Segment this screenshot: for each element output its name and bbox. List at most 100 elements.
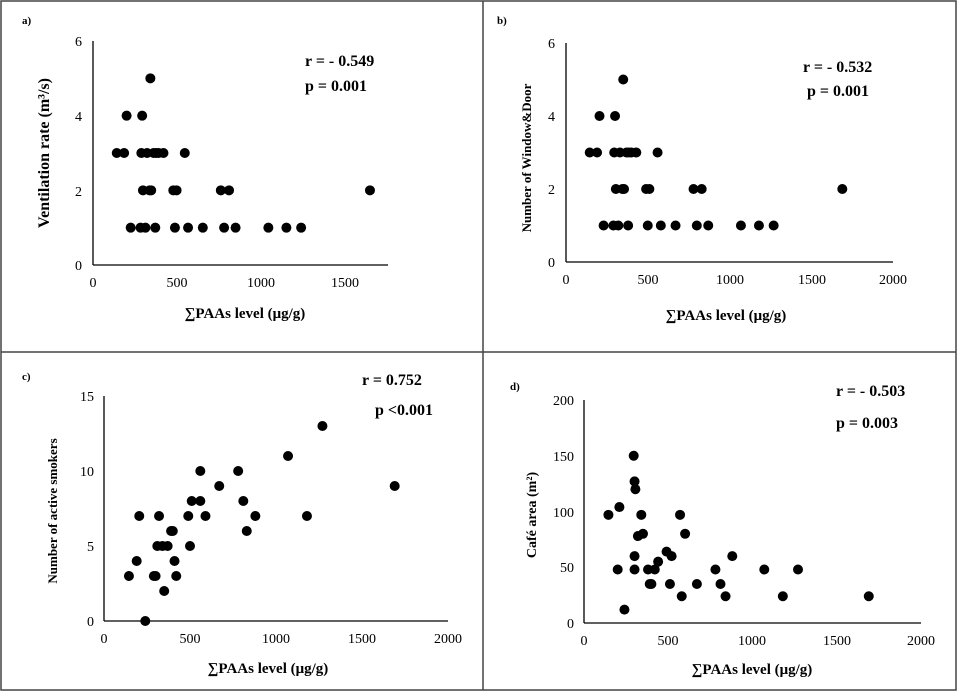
data-point	[183, 511, 194, 521]
data-point	[759, 564, 770, 575]
data-point	[214, 481, 225, 491]
x-tick-label: 0	[563, 273, 570, 288]
data-point	[630, 484, 641, 495]
data-point	[629, 564, 640, 575]
data-point	[691, 220, 702, 231]
data-point	[364, 185, 375, 196]
panel-c: c) 0 5 10 15 0 500 1000 1500 2000 ∑PAAs …	[22, 371, 462, 677]
y-axis-label: Café area (m²)	[525, 471, 540, 558]
data-point	[233, 466, 244, 476]
x-tick-label: 1000	[247, 276, 275, 291]
data-point	[715, 578, 726, 589]
data-points	[603, 450, 874, 615]
x-tick-label: 0	[101, 632, 108, 647]
data-point	[664, 578, 675, 589]
r-value: r = - 0.549	[305, 53, 374, 70]
data-point	[613, 220, 624, 231]
y-tick-label: 4	[548, 110, 555, 125]
data-point	[195, 466, 206, 476]
x-tick-label: 2000	[907, 634, 935, 649]
x-tick-label: 1500	[348, 632, 376, 647]
data-point	[603, 509, 614, 520]
data-point	[150, 571, 161, 581]
y-tick-label: 150	[553, 450, 574, 465]
data-point	[636, 509, 647, 520]
data-point	[162, 541, 173, 551]
x-axis-label: ∑PAAs level (μg/g)	[185, 306, 306, 322]
data-point	[727, 551, 738, 562]
y-tick-label: 2	[75, 185, 82, 200]
x-tick-label: 1500	[331, 276, 359, 291]
data-point	[629, 476, 640, 487]
x-tick-label: 0	[90, 276, 97, 291]
data-point	[185, 541, 195, 551]
y-tick-label: 2	[548, 183, 555, 198]
data-point	[183, 222, 194, 233]
data-point	[121, 110, 132, 121]
x-tick-labels: 0 500 1000 1500 2000	[101, 632, 463, 647]
data-point	[735, 220, 746, 231]
x-tick-label: 1000	[262, 632, 290, 647]
x-tick-labels: 0 500 1000 1500	[90, 276, 360, 291]
data-point	[753, 220, 764, 231]
data-point	[837, 184, 848, 194]
data-point	[631, 147, 642, 158]
x-tick-label: 2000	[434, 632, 462, 647]
data-point	[649, 564, 660, 575]
y-tick-label: 10	[80, 465, 94, 480]
data-point	[628, 450, 639, 461]
data-point	[154, 511, 165, 521]
data-point	[644, 184, 655, 194]
data-point	[123, 571, 134, 581]
r-value: r = - 0.532	[803, 59, 872, 76]
x-tick-label: 1000	[716, 273, 744, 288]
y-tick-label: 15	[80, 390, 94, 405]
panel-label: b)	[497, 15, 507, 27]
data-point	[710, 564, 721, 575]
data-point	[224, 185, 235, 196]
y-tick-label: 6	[548, 37, 555, 52]
p-value: p <0.001	[375, 402, 433, 419]
x-tick-label: 500	[658, 634, 679, 649]
data-point	[238, 496, 249, 506]
data-point	[792, 564, 803, 575]
data-point	[241, 526, 252, 536]
data-point	[296, 222, 307, 233]
y-tick-label: 200	[553, 394, 574, 409]
data-point	[614, 502, 625, 513]
data-point	[584, 147, 595, 158]
data-point	[646, 578, 657, 589]
y-tick-label: 100	[553, 506, 574, 521]
data-point	[623, 220, 634, 231]
data-point	[777, 591, 788, 602]
data-points	[584, 74, 848, 231]
data-point	[688, 184, 699, 194]
data-point	[637, 528, 648, 539]
data-point	[629, 551, 640, 562]
data-point	[197, 222, 208, 233]
x-tick-label: 500	[180, 632, 201, 647]
y-axis-label: Ventilation rate (m³/s)	[36, 78, 53, 228]
r-value: r = - 0.503	[836, 383, 905, 400]
data-point	[171, 571, 182, 581]
data-point	[158, 148, 169, 158]
data-point	[301, 511, 312, 521]
y-tick-label: 4	[75, 110, 82, 125]
data-point	[169, 556, 180, 566]
x-tick-labels: 0 500 1000 1500 2000	[581, 634, 936, 649]
data-point	[768, 220, 779, 231]
data-point	[676, 591, 687, 602]
data-point	[612, 564, 623, 575]
data-point	[703, 220, 714, 231]
data-point	[134, 511, 145, 521]
data-point	[598, 220, 609, 231]
data-point	[281, 222, 292, 233]
panel-d: d) 0 50 100 150 200 0 500 1000 1500 2000…	[510, 381, 935, 678]
data-point	[283, 451, 294, 461]
data-point	[167, 526, 178, 536]
data-point	[720, 591, 731, 602]
x-axis-label: ∑PAAs level (μg/g)	[208, 661, 329, 677]
data-point	[137, 110, 148, 121]
